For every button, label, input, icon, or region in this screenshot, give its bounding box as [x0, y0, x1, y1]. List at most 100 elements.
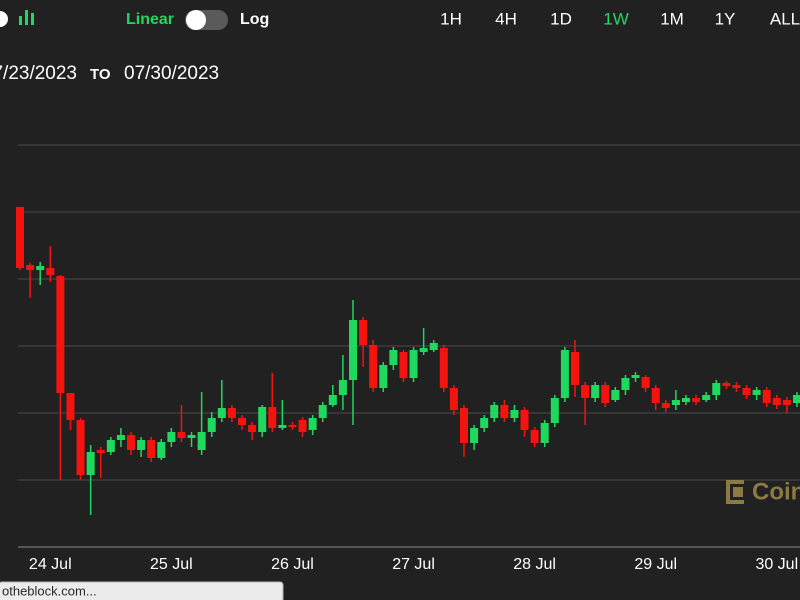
- candle-body: [722, 383, 731, 386]
- candle-body: [621, 378, 630, 390]
- candle-body: [76, 420, 85, 475]
- candle-body: [581, 385, 590, 398]
- candle-body: [66, 393, 75, 420]
- candle-body: [207, 418, 216, 432]
- x-tick-label: 26 Jul: [271, 556, 314, 573]
- candle-body: [742, 388, 751, 395]
- scale-option[interactable]: Log: [240, 11, 269, 28]
- range-button[interactable]: 1W: [603, 9, 629, 28]
- candle-body: [702, 395, 711, 400]
- candle-body: [248, 425, 257, 432]
- range-button[interactable]: ALL: [770, 9, 800, 28]
- date-from: 07/23/2023: [0, 63, 77, 84]
- candle-body: [470, 428, 479, 443]
- x-tick-label: 27 Jul: [392, 556, 435, 573]
- date-range: 07/23/2023 TO 07/30/2023: [0, 63, 219, 84]
- candle-body: [36, 266, 45, 270]
- x-tick-label: 29 Jul: [634, 556, 677, 573]
- candle-body: [268, 407, 277, 428]
- candle-body: [419, 348, 428, 352]
- candle-body: [570, 352, 579, 385]
- candle-body: [389, 350, 398, 365]
- candle-body: [712, 383, 721, 395]
- candle-body: [752, 390, 761, 395]
- candle-body: [409, 350, 418, 378]
- candle-body: [550, 398, 559, 423]
- candle-body: [661, 403, 670, 408]
- candle-body: [540, 423, 549, 443]
- candle-body: [520, 410, 529, 430]
- candle-body: [106, 440, 115, 452]
- toolbar: Linear Log 1H 4H 1D 1W 1M 1Y ALL: [126, 9, 800, 30]
- candle-body: [459, 408, 468, 443]
- watermark: Coin: [752, 478, 800, 505]
- candle-body: [449, 388, 458, 410]
- candle-body: [197, 432, 206, 450]
- range-button[interactable]: 1H: [440, 9, 462, 28]
- candle-body: [631, 375, 640, 378]
- candle-body: [328, 395, 337, 405]
- x-tick-label: 25 Jul: [150, 556, 193, 573]
- candle-body: [399, 352, 408, 378]
- x-tick-labels: 24 Jul 25 Jul 26 Jul 27 Jul 28 Jul 29 Jul 30 J…: [29, 556, 798, 573]
- candle-body: [591, 385, 600, 398]
- candle-body: [671, 400, 680, 405]
- scale-option[interactable]: Linear: [126, 11, 174, 28]
- grid: [18, 144, 800, 481]
- candle-body: [56, 276, 65, 393]
- candle-body: [348, 320, 357, 380]
- candle-body: [560, 350, 569, 398]
- candle-body: [308, 418, 317, 430]
- candle-body: [379, 365, 388, 388]
- candle-body: [530, 430, 539, 443]
- toggle-knob: [186, 10, 206, 30]
- candle-body: [762, 390, 771, 403]
- candle-body: [500, 405, 509, 418]
- candle-body: [116, 435, 125, 440]
- candle-body: [46, 268, 55, 275]
- status-bar: [0, 581, 284, 600]
- candle-body: [157, 442, 166, 458]
- candle-body: [681, 398, 690, 402]
- candle-body: [490, 405, 499, 418]
- date-separator: TO: [90, 66, 111, 83]
- candle-body: [177, 432, 186, 438]
- candle-body: [732, 385, 741, 388]
- candle-body: [782, 400, 791, 405]
- candle-body: [692, 398, 701, 402]
- menu-icon[interactable]: [0, 11, 8, 27]
- x-tick-label: 30 Jul: [755, 556, 798, 573]
- candle-body: [258, 407, 267, 432]
- candle-body: [187, 435, 196, 438]
- candle-body: [792, 395, 800, 403]
- candle-body: [480, 418, 489, 428]
- candle-body: [369, 345, 378, 388]
- candle-body: [227, 408, 236, 418]
- chart-icon[interactable]: [19, 10, 34, 25]
- candle-body: [26, 265, 35, 270]
- candle-body: [147, 440, 156, 458]
- candle-body: [510, 410, 519, 418]
- candle-body: [439, 348, 448, 388]
- candle-body: [338, 380, 347, 395]
- candle-body: [96, 450, 105, 453]
- candle-body: [167, 432, 176, 442]
- candle-body: [651, 388, 660, 403]
- range-button[interactable]: 1M: [660, 9, 684, 28]
- watermark-icon: [726, 480, 744, 504]
- status-url: otheblock.com...: [2, 583, 97, 598]
- x-tick-label: 24 Jul: [29, 556, 72, 573]
- candle-body: [429, 343, 438, 350]
- range-button[interactable]: 1Y: [715, 9, 736, 28]
- candle-body: [772, 398, 781, 405]
- candle-body: [641, 377, 650, 388]
- range-button[interactable]: 4H: [495, 9, 517, 28]
- candles: [16, 207, 800, 515]
- x-tick-label: 28 Jul: [513, 556, 556, 573]
- candle-body: [359, 320, 368, 345]
- range-button[interactable]: 1D: [550, 9, 572, 28]
- candle-body: [318, 405, 327, 418]
